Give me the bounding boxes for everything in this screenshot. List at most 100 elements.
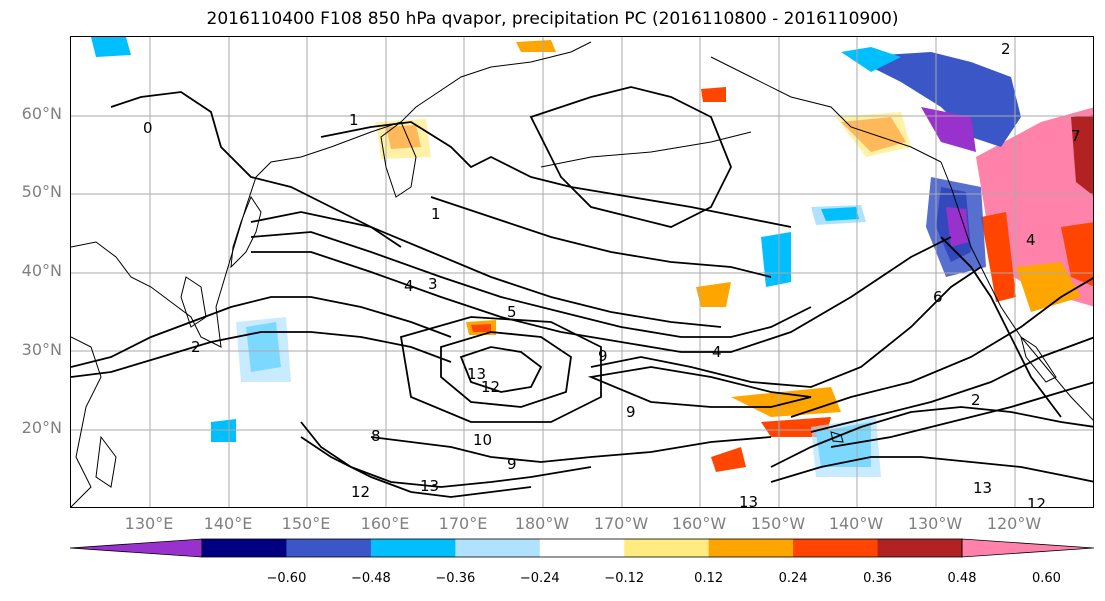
contour-east-bands-1 xyxy=(790,277,1093,418)
colorbar xyxy=(70,538,1094,558)
shade-purple-bc xyxy=(921,107,976,152)
contour-inner-13 xyxy=(459,346,543,393)
contour-7 xyxy=(71,296,452,368)
contour-label: 2 xyxy=(971,391,981,409)
coast-asia xyxy=(71,41,592,348)
lat-label-40n: 40°N xyxy=(21,261,62,280)
contour-label: 9 xyxy=(626,403,636,421)
coast-philippines xyxy=(95,435,117,488)
contour-label: 12 xyxy=(481,378,500,396)
colorbar-swatch xyxy=(202,539,287,557)
coast-china xyxy=(71,336,102,507)
contour-polar xyxy=(529,86,732,228)
contour-6 xyxy=(251,236,952,353)
lon-label-130e: 130°E xyxy=(124,514,174,533)
colorbar-tick-label: −0.60 xyxy=(266,571,307,586)
contour-inner-12 xyxy=(440,331,572,408)
shade-cyan-45n xyxy=(821,207,859,221)
coast-na-west xyxy=(940,161,1093,421)
colorbar-tick-label: 0.48 xyxy=(947,571,977,586)
qvapor-contours xyxy=(71,86,1093,498)
contour-10 xyxy=(370,436,772,463)
map-svg: 0 1 1 4 3 5 9 4 9 13 12 10 8 9 13 12 13 … xyxy=(71,37,1093,508)
contour-label: 10 xyxy=(473,431,492,449)
contour-label: 13 xyxy=(739,493,758,508)
contour-label: 2 xyxy=(191,338,201,356)
colorbar-swatch xyxy=(370,539,456,557)
colorbar-blocks xyxy=(70,538,1094,558)
colorbar-swatch xyxy=(708,539,794,557)
shade-yellow-kamchatka xyxy=(376,119,431,159)
shade-orange-160w xyxy=(711,447,746,472)
shade-red-coast xyxy=(981,212,1016,302)
contour-label: 5 xyxy=(507,303,517,321)
contour-label: 13 xyxy=(467,365,486,383)
contour-4 xyxy=(250,211,722,328)
contour-1-north xyxy=(320,121,792,228)
shade-orange-40n xyxy=(696,282,731,307)
lon-label-120w: 120°W xyxy=(986,514,1042,533)
contour-label: 9 xyxy=(507,455,517,473)
coast-korea xyxy=(180,276,207,328)
lon-label-130w: 130°W xyxy=(907,514,963,533)
colorbar-extension-low xyxy=(70,538,203,558)
contour-label: 9 xyxy=(598,347,608,365)
colorbar-swatch xyxy=(877,539,963,557)
lon-label-160e: 160°E xyxy=(360,514,410,533)
contour-label: 7 xyxy=(1071,127,1081,145)
contour-label: 4 xyxy=(1026,231,1036,249)
coast-baja xyxy=(1020,335,1057,383)
contour-label: 1 xyxy=(349,111,359,129)
colorbar-swatch xyxy=(455,539,541,557)
coast-kamchatka xyxy=(380,121,417,198)
shade-red-30n xyxy=(471,324,491,332)
contour-label: 13 xyxy=(420,477,439,495)
contour-label: 0 xyxy=(143,119,153,137)
colorbar-swatch xyxy=(793,539,879,557)
contour-0 xyxy=(110,91,402,248)
contour-8 xyxy=(71,331,452,378)
lon-label-140e: 140°E xyxy=(203,514,253,533)
contour-east-bands-3 xyxy=(830,381,1093,448)
contour-inner-10 xyxy=(399,316,602,423)
lon-label-170w: 170°W xyxy=(593,514,649,533)
coast-japan xyxy=(230,195,262,269)
shade-darkred-nw-america xyxy=(1071,115,1093,196)
shade-purple-coast xyxy=(946,207,969,247)
shade-lightblue-west xyxy=(236,317,291,382)
contour-9-loop xyxy=(587,366,812,408)
contour-label: 6 xyxy=(933,288,943,306)
contour-13-east xyxy=(770,406,1093,468)
map-panel: 0 1 1 4 3 5 9 4 9 13 12 10 8 9 13 12 13 … xyxy=(70,36,1094,508)
lon-label-150w: 150°W xyxy=(750,514,806,533)
shade-cyan-north-west xyxy=(91,37,131,57)
contour-9 xyxy=(590,266,982,388)
shade-cyan-alaska xyxy=(841,47,901,72)
colorbar-tick-label: −0.36 xyxy=(435,571,476,586)
colorbar-tick-label: 0.36 xyxy=(863,571,893,586)
contour-label: 8 xyxy=(371,427,381,445)
colorbar-tick-label: −0.24 xyxy=(519,571,560,586)
colorbar-swatch xyxy=(539,539,625,557)
shade-orange-bering xyxy=(701,87,726,102)
contour-label: 13 xyxy=(973,479,992,497)
contour-2-east xyxy=(940,236,1062,418)
colorbar-tick-label: 0.12 xyxy=(694,571,724,586)
lat-label-60n: 60°N xyxy=(21,104,62,123)
contour-east-bands-2 xyxy=(810,336,1093,433)
contour-label: 3 xyxy=(428,275,438,293)
shade-orange-coast xyxy=(1016,262,1081,312)
contour-label: 4 xyxy=(712,343,722,361)
contour-1-mid xyxy=(430,196,772,278)
colorbar-extension-high xyxy=(961,538,1094,558)
shade-orangered-mexico xyxy=(1061,222,1093,287)
shade-cyan-40n xyxy=(761,232,791,287)
lon-label-170e: 170°E xyxy=(438,514,488,533)
coast-alaska xyxy=(710,56,942,163)
lon-label-160w: 160°W xyxy=(671,514,727,533)
lat-label-50n: 50°N xyxy=(21,182,62,201)
coastlines xyxy=(71,41,1093,507)
contour-12-east xyxy=(770,456,1093,483)
coast-aleutians xyxy=(540,131,752,168)
contour-label: 4 xyxy=(404,277,414,295)
